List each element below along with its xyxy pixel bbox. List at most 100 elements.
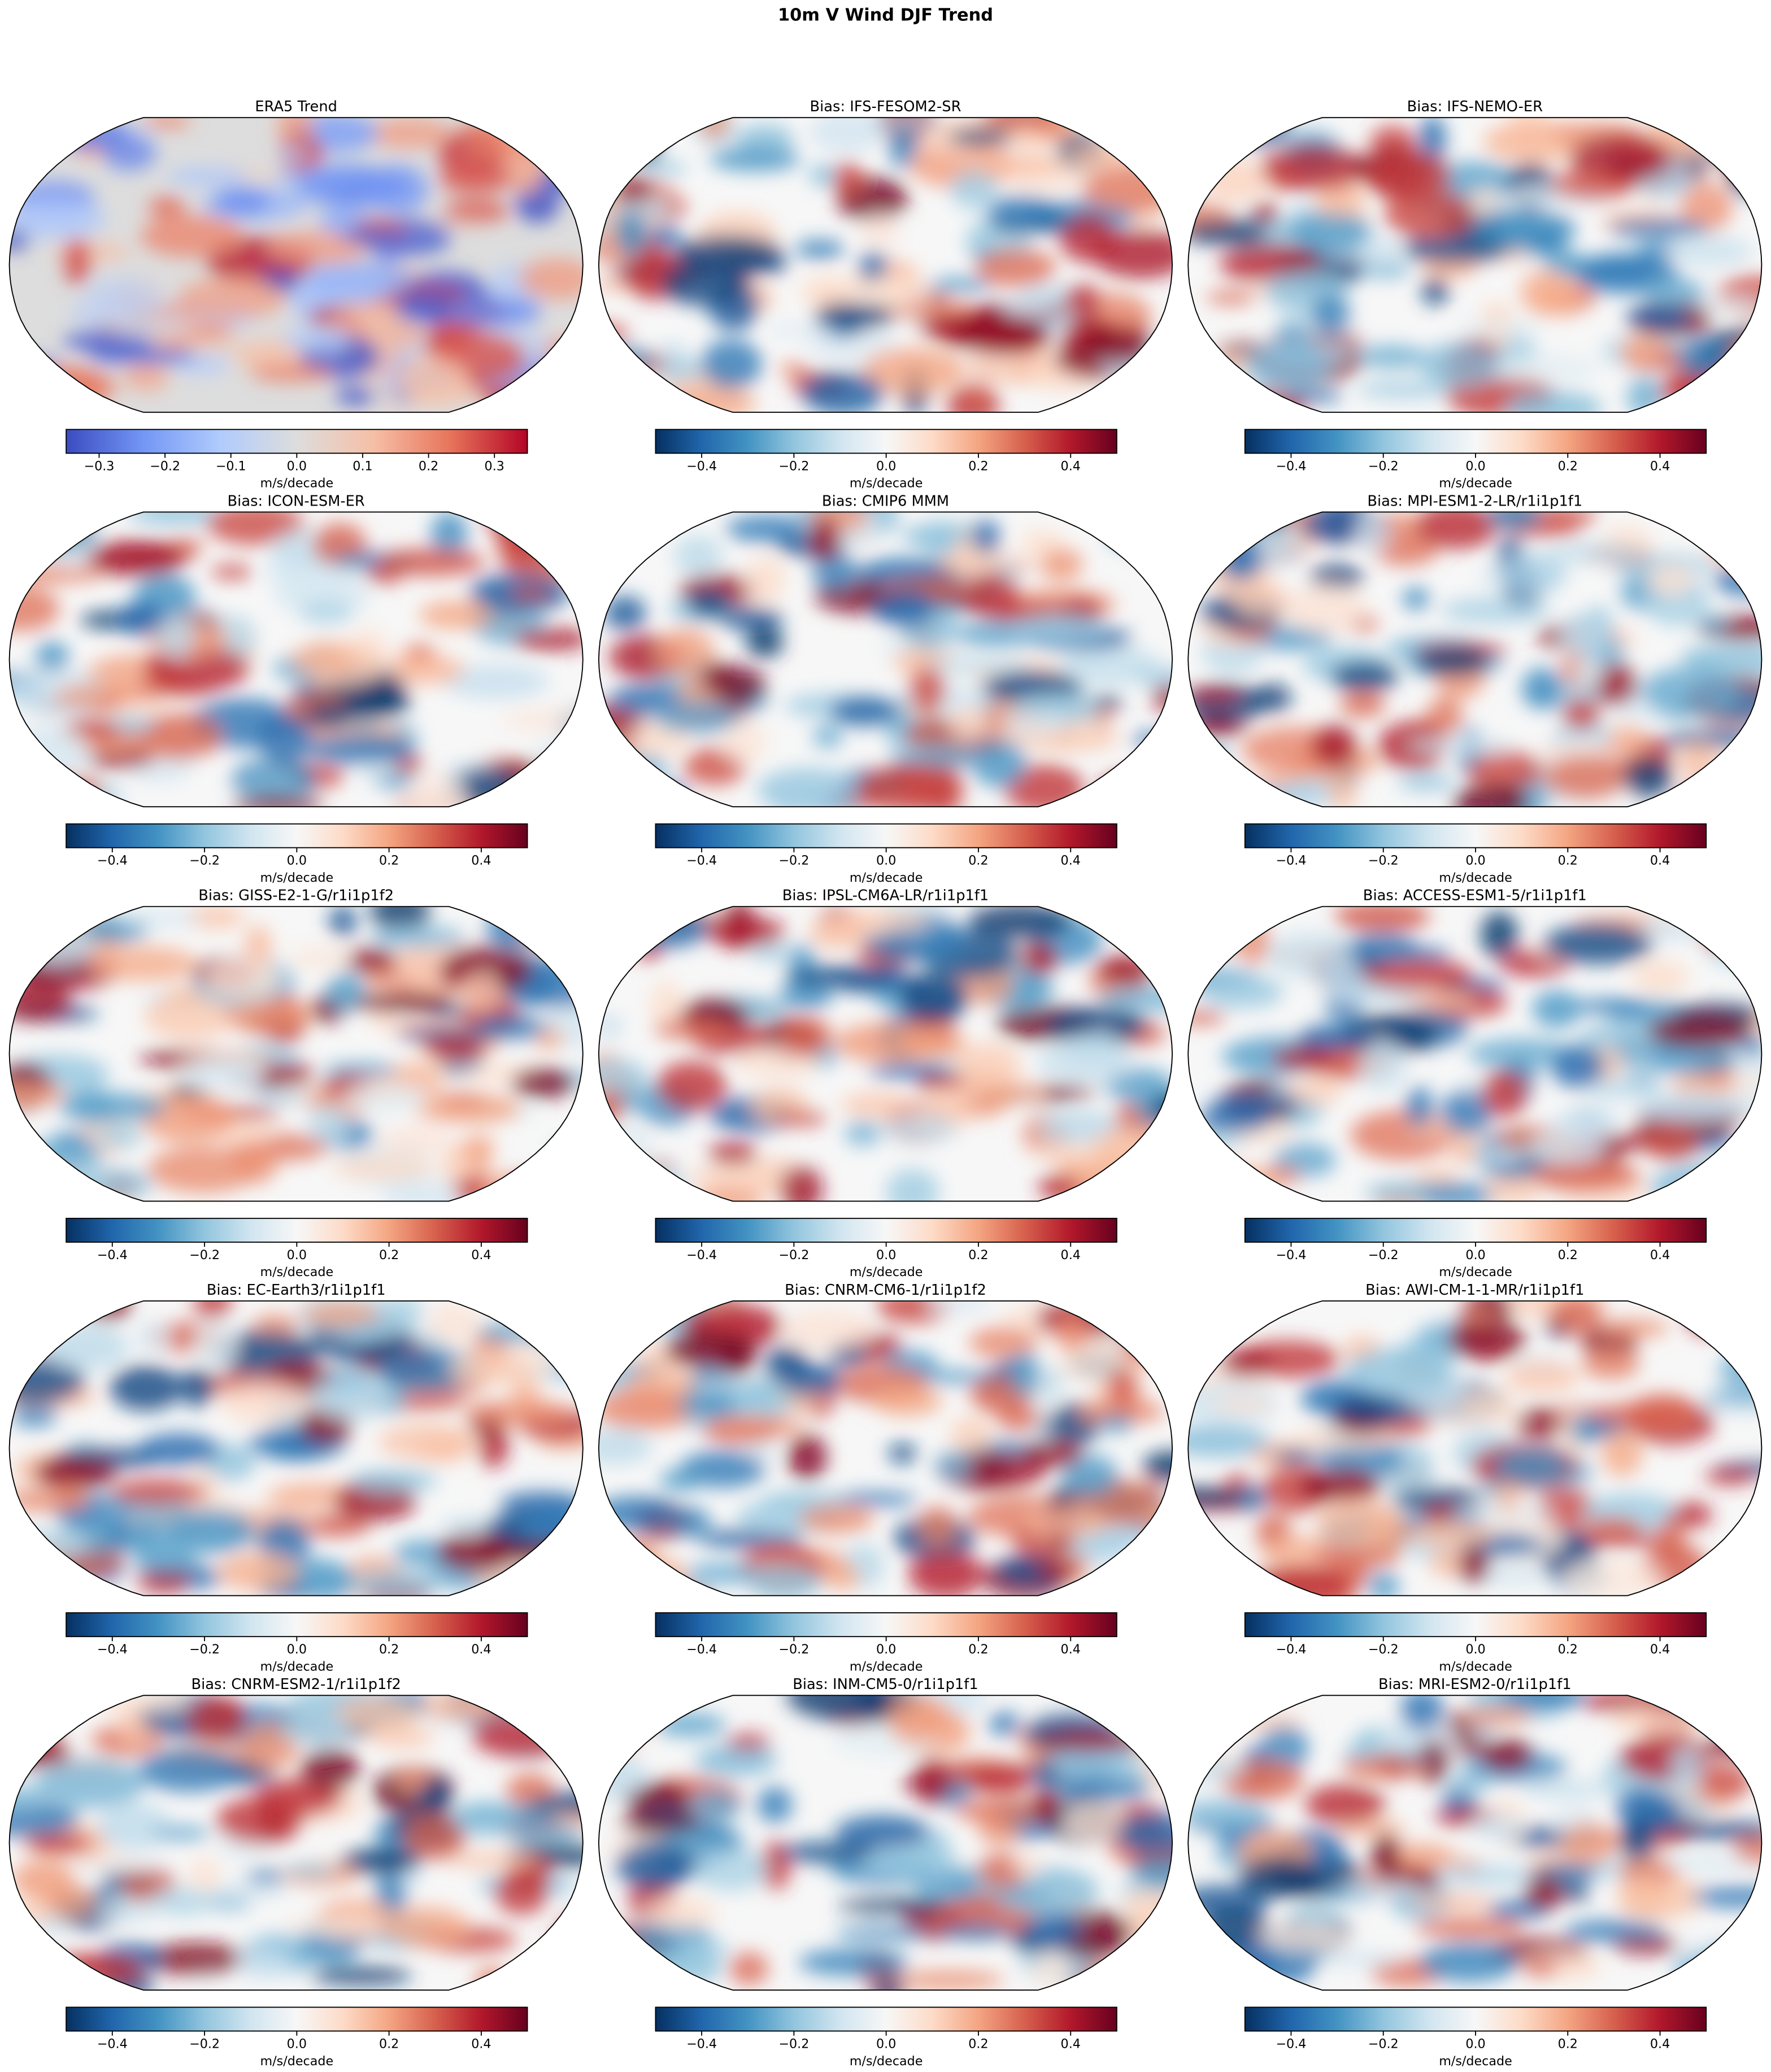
map-blob [1650, 1163, 1756, 1202]
map-blob [1594, 662, 1638, 706]
colorbar-label: m/s/decade [1439, 2054, 1512, 2069]
map-blob [721, 721, 767, 763]
map-blob [1259, 145, 1367, 191]
map-blob [1468, 1038, 1576, 1070]
map-blob [9, 1713, 40, 1761]
map-blob [463, 1400, 574, 1426]
map-blob [1188, 787, 1204, 807]
map-blob [757, 1787, 793, 1823]
colorbar [655, 1217, 1117, 1243]
map-blob [533, 384, 583, 412]
map-blob [1625, 305, 1690, 330]
colorbar-tick-label: 0.4 [471, 1642, 491, 1657]
map-blob [550, 1931, 579, 1948]
map-field [598, 1695, 1173, 1990]
map-blob [486, 906, 559, 952]
map-blob [475, 1967, 508, 1990]
map-blob [909, 667, 946, 713]
map-outline [1187, 1695, 1763, 1991]
colorbar-label: m/s/decade [850, 1660, 923, 1674]
map-blob [26, 1834, 92, 1853]
map-outline [8, 1695, 584, 1991]
map-blob [654, 1019, 733, 1039]
map-blob [1636, 242, 1677, 256]
map-blob [136, 1568, 190, 1593]
map-blob [520, 928, 575, 946]
map-blob [1546, 543, 1646, 564]
map-blob [241, 767, 302, 804]
map-blob [1082, 328, 1152, 363]
map-blob [673, 535, 723, 576]
map-blob [526, 1546, 583, 1590]
map-blob [1200, 1311, 1257, 1328]
map-blob [699, 117, 729, 139]
map-blob [1356, 379, 1451, 399]
map-blob [143, 645, 250, 692]
colorbar-tick-label: −0.4 [97, 854, 128, 868]
map-blob [1421, 277, 1448, 306]
map-blob [1559, 1559, 1664, 1596]
map-blob [281, 1710, 350, 1747]
colorbar-tick-label: 0.4 [1650, 459, 1670, 473]
colorbar [66, 1612, 528, 1638]
map-blob [1098, 986, 1173, 1011]
colorbar-tick-label: −0.4 [1276, 1642, 1306, 1657]
panel: Bias: IPSL-CM6A-LR/r1i1p1f1 −0.4 −0.2 0.0 0.… [598, 887, 1173, 1279]
map-blob [1447, 1772, 1492, 1795]
map-blob [446, 296, 542, 327]
map-blob [137, 1433, 220, 1466]
map-outline [598, 906, 1173, 1202]
map-blob [1024, 1507, 1108, 1539]
map-blob [653, 699, 740, 734]
map-blob [689, 1790, 741, 1823]
map-blob [1617, 1877, 1669, 1917]
map-blob [598, 1564, 634, 1596]
panel: Bias: MRI-ESM2-0/r1i1p1f1 −0.4 −0.2 0.0 0.2 0… [1187, 1676, 1763, 2069]
map-blob [813, 724, 843, 748]
map-blob [346, 1324, 381, 1343]
map-blob [1582, 1077, 1661, 1098]
map-blob [1317, 1498, 1400, 1548]
map-blob [437, 1531, 514, 1573]
map-blob [69, 1859, 172, 1873]
colorbar-tick-label: 0.4 [1650, 854, 1670, 868]
map-blob [1238, 1485, 1268, 1512]
colorbar [655, 429, 1117, 454]
panel: Bias: ICON-ESM-ER −0.4 −0.2 0.0 0.2 0.4 m/s/de… [8, 493, 584, 885]
map-blob [1122, 1330, 1173, 1360]
map-blob [779, 1364, 842, 1396]
colorbar [66, 1217, 528, 1243]
map-blob [1551, 1045, 1604, 1088]
map-blob [1406, 1086, 1433, 1128]
map-blob [603, 1734, 638, 1753]
map-blob [1354, 512, 1390, 554]
map-blob [899, 1028, 966, 1059]
map-blob [508, 1822, 583, 1847]
map-blob [1573, 659, 1602, 683]
map-blob [234, 1949, 293, 1979]
map-blob [598, 323, 629, 343]
colorbar-tick-label: −0.2 [1368, 459, 1399, 473]
map-blob [1415, 648, 1489, 676]
map-blob [1197, 1713, 1304, 1729]
map-blob [1673, 1951, 1762, 1984]
map-blob [11, 1404, 57, 1427]
colorbar-tick-label: 0.4 [1650, 1248, 1670, 1263]
map-field [9, 1301, 583, 1596]
panel: Bias: GISS-E2-1-G/r1i1p1f2 −0.4 −0.2 0.0 0.2… [8, 887, 584, 1279]
colorbar-label: m/s/decade [850, 476, 923, 491]
map-blob [11, 512, 68, 526]
colorbar-label: m/s/decade [260, 2054, 334, 2069]
panel-title: Bias: IFS-NEMO-ER [1407, 98, 1543, 115]
map-blob [1384, 190, 1476, 238]
map-blob [1047, 1006, 1147, 1043]
colorbar-tick-label: 0.2 [1558, 1642, 1578, 1657]
map-blob [812, 554, 858, 590]
colorbar-tick-label: −0.4 [1276, 2036, 1306, 2051]
map-blob [1551, 170, 1635, 200]
map-blob [950, 169, 998, 210]
map-blob [598, 1553, 687, 1596]
map-blob [1096, 955, 1155, 984]
map-blob [615, 210, 647, 257]
map-blob [471, 1713, 574, 1758]
